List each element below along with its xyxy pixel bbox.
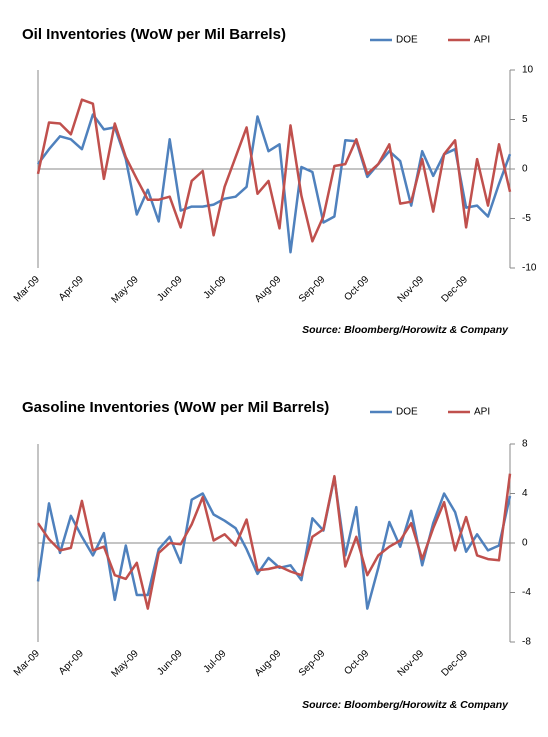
x-tick-label: Sep-09 [297,648,328,679]
legend-label: DOE [396,35,418,46]
x-tick-label: Apr-09 [57,274,86,303]
x-tick-label: Oct-09 [342,274,371,303]
x-tick-label: Jun-09 [155,274,185,304]
y-tick-label: -10 [522,263,537,274]
y-tick-label: -4 [522,587,531,598]
legend-label: API [474,407,490,418]
chart-title: Gasoline Inventories (WoW per Mil Barrel… [22,399,329,416]
x-tick-label: Mar-09 [12,648,42,678]
x-tick-label: May-09 [109,274,141,306]
source-note: Source: Bloomberg/Horowitz & Company [302,699,509,711]
x-tick-label: Nov-09 [396,648,427,679]
legend-label: DOE [396,407,418,418]
x-tick-label: Apr-09 [57,648,86,677]
y-tick-label: 4 [522,488,528,499]
y-tick-label: -5 [522,213,531,224]
chart-title: Oil Inventories (WoW per Mil Barrels) [22,26,286,43]
x-tick-label: Aug-09 [253,648,284,679]
x-tick-label: Jul-09 [202,648,229,675]
source-note: Source: Bloomberg/Horowitz & Company [302,324,509,336]
y-tick-label: -8 [522,637,531,648]
y-tick-label: 8 [522,439,528,450]
chart: Oil Inventories (WoW per Mil Barrels) Sou… [12,26,537,336]
x-tick-label: Oct-09 [342,648,371,677]
data-line [36,473,512,610]
x-tick-label: Jul-09 [202,274,229,301]
data-line [36,98,512,243]
x-tick-label: Dec-09 [439,274,470,305]
x-tick-label: Nov-09 [396,274,427,305]
x-tick-label: May-09 [109,648,141,680]
y-tick-label: 10 [522,65,534,76]
x-tick-label: Jun-09 [155,648,185,678]
x-tick-label: Mar-09 [12,274,42,304]
chart: Gasoline Inventories (WoW per Mil Barrel… [12,399,532,711]
y-tick-label: 0 [522,538,528,549]
x-tick-label: Dec-09 [439,648,470,679]
y-tick-label: 0 [522,164,528,175]
x-tick-label: Aug-09 [253,274,284,305]
y-tick-label: 5 [522,114,528,125]
x-tick-label: Sep-09 [297,274,328,305]
legend-label: API [474,35,490,46]
